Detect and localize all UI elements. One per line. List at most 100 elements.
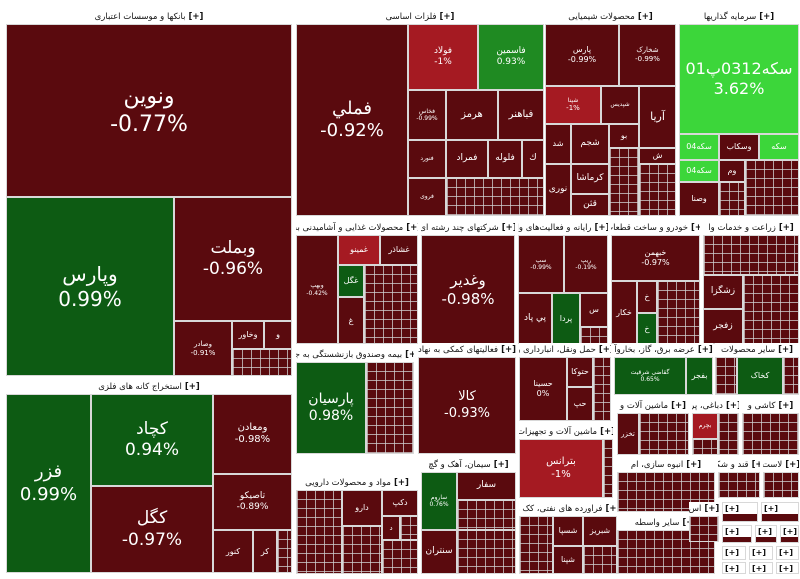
stock-tile[interactable]: حسینا 0% [519, 357, 567, 421]
mini-sector[interactable]: [+] [755, 525, 777, 543]
expand-icon[interactable]: [+] [671, 401, 686, 411]
sector-header-food[interactable]: [+]محصولات غذایی و آشامیدنی به [296, 221, 418, 235]
expand-icon[interactable]: [+] [439, 12, 455, 22]
stock-tile[interactable]: سكه04 [679, 134, 719, 160]
expand-icon[interactable]: [+] [725, 401, 739, 411]
sector-plastic[interactable]: [+] لاست [763, 458, 799, 498]
sector-header-auto[interactable]: [+]خودرو و ساخت قطعات [611, 221, 700, 235]
small-stock-tiles[interactable] [446, 178, 544, 216]
small-stock-tiles[interactable] [703, 235, 799, 275]
stock-tile[interactable]: سكه0312پ01 3.62% [679, 24, 799, 134]
stock-tile[interactable]: ومعادن -0.98% [213, 394, 292, 474]
stock-tile[interactable]: تاصیکو -0.89% [213, 474, 292, 530]
stock-tile[interactable]: بترانس -1% [519, 439, 603, 498]
stock-tile[interactable]: د [382, 516, 400, 540]
expand-icon[interactable]: [+] [600, 427, 613, 437]
stock-tile[interactable]: بو [609, 124, 639, 148]
small-stock-tiles[interactable] [457, 530, 516, 574]
sector-header-plastic[interactable]: [+] لاست [763, 458, 799, 472]
stock-tile[interactable]: فمراد [446, 140, 488, 178]
small-stock-tiles[interactable] [609, 148, 639, 216]
stock-tile[interactable]: بفجر [686, 357, 713, 395]
sector-machinery-2[interactable]: [+] ماشین آلات و تخزر [617, 399, 689, 455]
stock-tile[interactable]: آریا [639, 86, 676, 148]
sector-cement[interactable]: [+] سیمان، آهک و گچ ساروم 0.76% سفار سنترا… [421, 458, 516, 574]
stock-tile[interactable]: وصادر -0.91% [174, 321, 232, 376]
sector-banks[interactable]: [+] بانکها و موسسات اعتباری ونوین -0.77% و… [6, 10, 292, 376]
sector-header-agri[interactable]: [+] زراعت و خدمات وا [703, 221, 799, 235]
stock-tile[interactable]: غشاذر [380, 235, 418, 265]
stock-tile[interactable]: خ [637, 281, 657, 313]
stock-tile[interactable]: وصنا [679, 182, 719, 216]
expand-icon[interactable]: [+] [758, 527, 773, 536]
stock-tile[interactable]: کخاک [737, 357, 783, 395]
expand-icon[interactable]: [+] [725, 564, 740, 573]
expand-icon[interactable]: [+] [637, 12, 653, 22]
stock-tile[interactable]: شپدیس [601, 86, 639, 124]
sector-header-multi[interactable]: [+]شرکتهای چند رشته ای [421, 221, 515, 235]
expand-icon[interactable]: [+] [751, 460, 760, 470]
expand-icon[interactable]: [+] [783, 527, 798, 536]
stock-tile[interactable]: فنورد [408, 140, 446, 178]
expand-icon[interactable]: [+] [725, 548, 740, 557]
expand-icon[interactable]: [+] [393, 478, 409, 488]
sector-mines[interactable]: [+] استخراج کانه های فلزی فزر 0.99% کچاد 0.… [6, 380, 292, 573]
expand-icon[interactable]: [+] [778, 401, 794, 411]
sector-header-investment[interactable]: [+] سرمایه گذاریها [679, 10, 799, 24]
sector-food[interactable]: [+]محصولات غذایی و آشامیدنی به وبهپ-0.42… [296, 221, 418, 344]
mini-sector[interactable]: [+] [722, 546, 746, 560]
stock-tile[interactable]: کرماشا [571, 164, 609, 194]
mini-sector[interactable]: [+] [776, 546, 799, 560]
stock-tile[interactable]: دکپ [382, 490, 418, 516]
small-stock-tiles[interactable] [603, 439, 613, 498]
sector-basic-metals[interactable]: [+] فلزات اساسی فملي -0.92% فولاد -1% فاسمی… [296, 10, 544, 216]
stock-tile[interactable]: خبهمن -0.97% [611, 235, 700, 281]
sector-refinery[interactable]: [+]فراورده های نفتی، کک و شسپا شبریز شپن… [519, 502, 617, 574]
stock-tile[interactable]: شپنا -1% [545, 86, 601, 124]
sector-textile[interactable]: [+]دباغی، پر بچرم [692, 399, 739, 455]
stock-tile[interactable]: سفار [457, 472, 516, 500]
stock-tile[interactable]: کنور [213, 530, 253, 573]
sector-it[interactable]: [+] رایانه و فعالیت‌های وا سپ -0.99% ریپ -0… [518, 221, 608, 344]
stock-tile[interactable]: شجم [571, 124, 609, 164]
small-stock-tiles[interactable] [519, 516, 553, 574]
stock-tile[interactable]: پردا [552, 293, 580, 344]
small-stock-tiles[interactable] [232, 349, 292, 376]
small-stock-tiles[interactable] [400, 516, 418, 540]
stock-tile[interactable]: شخارک -0.99% [619, 24, 676, 86]
stock-tile[interactable]: سكه04 [679, 160, 719, 182]
expand-icon[interactable]: [+] [725, 527, 740, 536]
sector-header-refinery[interactable]: [+]فراورده های نفتی، کک و [519, 502, 617, 516]
sector-header-textile[interactable]: [+]دباغی، پر [692, 399, 739, 413]
sector-header-sugar[interactable]: [+]قند و شکر [718, 458, 760, 472]
stock-tile[interactable]: ك [522, 140, 544, 178]
mini-sector[interactable]: [+] [749, 546, 773, 560]
mini-sector[interactable]: [+] [780, 525, 799, 543]
small-stock-tiles[interactable] [382, 540, 418, 574]
stock-tile[interactable]: غمینو [338, 235, 380, 265]
stock-tile[interactable]: شبریز [583, 516, 617, 546]
stock-tile[interactable]: فزر 0.99% [6, 394, 91, 573]
small-stock-tiles[interactable] [743, 275, 799, 344]
stock-tile[interactable]: فخاس -0.99% [408, 90, 446, 140]
small-stock-tiles[interactable] [719, 182, 745, 216]
sector-other-products[interactable]: [+] سایر محصولات کخاک [715, 343, 799, 395]
expand-icon[interactable]: [+] [764, 504, 779, 513]
mini-sector[interactable]: [+] [722, 525, 752, 543]
stock-tile[interactable]: زشگزا [703, 275, 743, 309]
sector-header-pharma[interactable]: [+] مواد و محصولات دارویی [296, 476, 418, 490]
sector-pharma[interactable]: [+] مواد و محصولات دارویی دارو دکپ د [296, 476, 418, 574]
small-stock-tiles[interactable] [457, 500, 516, 530]
small-stock-tiles[interactable] [763, 472, 799, 498]
sector-sugar[interactable]: [+]قند و شکر [718, 458, 760, 498]
mini-sector[interactable]: [+] [761, 502, 799, 522]
stock-tile[interactable]: سکه [759, 134, 799, 160]
stock-tile[interactable]: شپنا [553, 546, 583, 574]
expand-icon[interactable]: [+] [778, 345, 794, 355]
stock-tile[interactable]: وبهپ -0.42% [296, 235, 338, 344]
sector-header-it[interactable]: [+] رایانه و فعالیت‌های وا [518, 221, 608, 235]
stock-tile[interactable]: خكار [611, 281, 637, 344]
stock-tile[interactable]: وغدیر -0.98% [421, 235, 515, 344]
small-stock-tiles[interactable] [342, 526, 382, 574]
